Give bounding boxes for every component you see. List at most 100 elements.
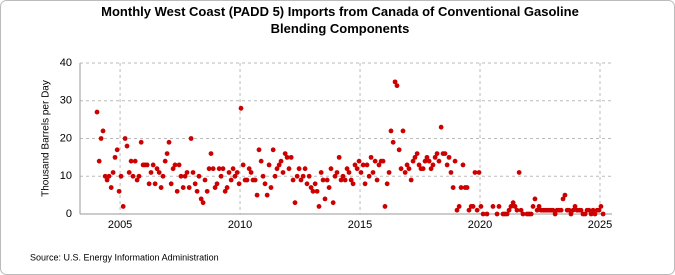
- data-point: [408, 177, 414, 183]
- data-point: [372, 158, 378, 164]
- data-point: [332, 173, 338, 179]
- x-tick-label: 2015: [348, 219, 372, 231]
- data-point: [94, 109, 100, 115]
- data-point: [460, 162, 466, 168]
- data-point: [288, 154, 294, 160]
- data-point: [560, 196, 566, 202]
- data-point: [382, 204, 388, 209]
- data-point: [456, 204, 462, 209]
- data-point: [360, 162, 366, 168]
- data-point: [598, 204, 604, 209]
- data-point: [438, 124, 444, 130]
- x-tick-label: 2020: [468, 219, 492, 231]
- data-point: [318, 170, 324, 175]
- data-point: [448, 170, 454, 175]
- data-point: [402, 170, 408, 175]
- data-point: [424, 154, 430, 160]
- data-point: [586, 207, 592, 213]
- data-point: [528, 211, 534, 217]
- data-point: [312, 181, 318, 187]
- data-point: [390, 139, 396, 145]
- data-point: [366, 173, 372, 179]
- x-tick-label: 2005: [108, 219, 132, 231]
- data-point: [450, 185, 456, 190]
- data-point: [342, 177, 348, 183]
- data-point: [386, 170, 392, 175]
- data-point: [344, 166, 350, 172]
- data-point: [568, 211, 574, 217]
- data-point: [436, 158, 442, 164]
- data-point: [430, 162, 436, 168]
- data-point: [290, 177, 296, 183]
- data-point: [422, 158, 428, 164]
- data-point: [434, 151, 440, 157]
- data-point: [334, 170, 340, 175]
- data-point: [348, 177, 354, 183]
- data-point: [296, 166, 302, 172]
- data-point: [164, 151, 170, 157]
- data-point: [206, 166, 212, 172]
- data-point: [216, 166, 222, 172]
- data-point: [414, 151, 420, 157]
- data-point: [180, 185, 186, 190]
- data-point: [124, 143, 130, 149]
- data-point: [224, 185, 230, 190]
- data-point: [428, 166, 434, 172]
- data-point: [426, 158, 432, 164]
- data-point: [158, 185, 164, 190]
- data-point: [308, 185, 314, 190]
- data-point: [184, 170, 190, 175]
- data-point: [368, 154, 374, 160]
- data-point: [530, 204, 536, 209]
- data-point: [178, 173, 184, 179]
- data-point: [570, 207, 576, 213]
- y-tick-label: 20: [60, 132, 72, 144]
- data-point: [472, 170, 478, 175]
- data-point: [458, 185, 464, 190]
- data-point: [454, 207, 460, 213]
- data-point: [552, 211, 558, 217]
- data-point: [550, 207, 556, 213]
- data-point: [364, 162, 370, 168]
- data-point: [174, 188, 180, 194]
- data-point: [278, 158, 284, 164]
- data-point: [446, 154, 452, 160]
- data-point: [246, 166, 252, 172]
- data-point: [126, 170, 132, 175]
- data-point: [260, 173, 266, 179]
- data-point: [506, 207, 512, 213]
- data-point: [484, 211, 490, 217]
- data-point: [496, 204, 502, 209]
- data-point: [188, 136, 194, 141]
- data-point: [514, 207, 520, 213]
- data-point: [578, 207, 584, 213]
- y-axis-label: Thousand Barrels per Day: [41, 80, 52, 197]
- data-point: [420, 166, 426, 172]
- data-point: [464, 185, 470, 190]
- data-point: [376, 162, 382, 168]
- data-point: [336, 154, 342, 160]
- data-point: [176, 162, 182, 168]
- y-tick-label: 40: [60, 57, 72, 69]
- data-point: [254, 192, 260, 198]
- data-point: [362, 181, 368, 187]
- data-point: [442, 151, 448, 157]
- data-point: [478, 204, 484, 209]
- data-point: [292, 200, 298, 206]
- data-point: [350, 181, 356, 187]
- data-point: [196, 173, 202, 179]
- data-point: [98, 136, 104, 141]
- data-point: [600, 211, 606, 217]
- data-point: [104, 177, 110, 183]
- data-point: [284, 154, 290, 160]
- data-point: [132, 158, 138, 164]
- data-point: [370, 170, 376, 175]
- data-point: [508, 204, 514, 209]
- data-point: [466, 207, 472, 213]
- chart-title: Monthly West Coast (PADD 5) Imports from…: [101, 4, 579, 36]
- y-tick-label: 10: [60, 170, 72, 182]
- data-point: [108, 185, 114, 190]
- data-point: [444, 162, 450, 168]
- data-point: [214, 181, 220, 187]
- data-point: [96, 158, 102, 164]
